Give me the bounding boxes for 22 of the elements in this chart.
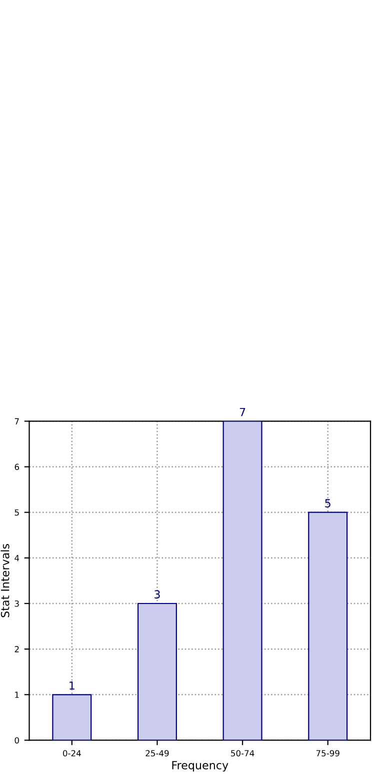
data-label: 1 — [70, 681, 74, 690]
x-tick-label: 50-74 — [231, 750, 254, 756]
x-tick-label: 0-24 — [63, 750, 81, 756]
bar — [222, 421, 262, 740]
x-tick-label: 25-49 — [146, 750, 169, 756]
y-tick-label: 3 — [14, 600, 19, 607]
bar — [308, 512, 348, 740]
y-tick-label: 7 — [14, 418, 19, 424]
y-axis-title: Stat Intervals — [0, 544, 10, 618]
x-tick-label: 75-99 — [316, 750, 340, 756]
y-tick-label: 6 — [14, 464, 20, 470]
y-tick-label: 5 — [14, 509, 19, 516]
bar — [137, 602, 177, 740]
y-tick-label: 2 — [14, 646, 19, 652]
y-tick-label: 4 — [14, 555, 20, 562]
bar — [52, 694, 92, 740]
y-tick-label: 1 — [15, 692, 19, 698]
data-label: 7 — [240, 408, 246, 416]
y-tick-label: 0 — [14, 737, 19, 744]
data-label: 5 — [325, 499, 330, 508]
data-label: 3 — [154, 590, 160, 599]
x-axis-title: Frequency — [172, 761, 228, 772]
